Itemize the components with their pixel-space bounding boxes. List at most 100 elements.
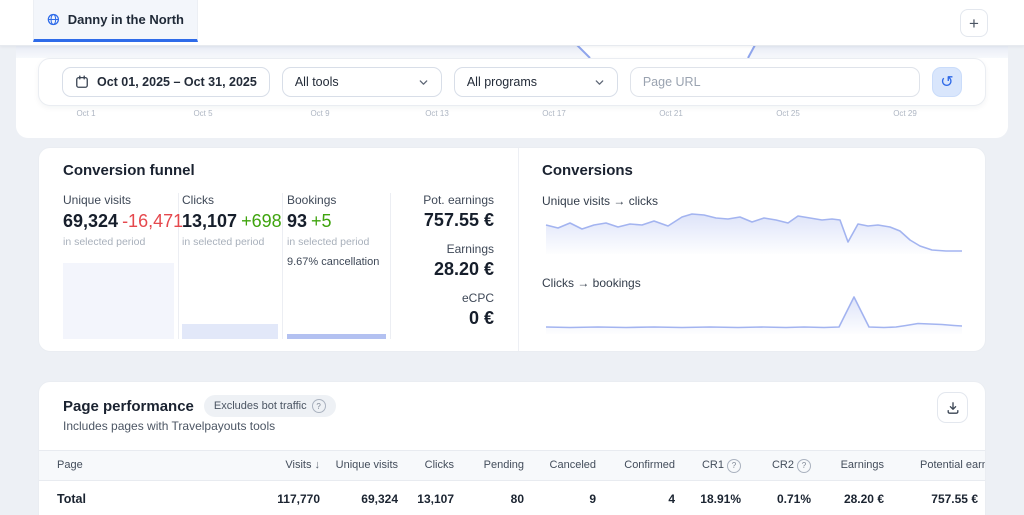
export-download-button[interactable] <box>937 392 968 423</box>
table-header-row: Page Visits ↓ Unique visits Clicks Pendin… <box>39 450 986 481</box>
help-icon[interactable]: ? <box>727 458 741 473</box>
funnel-step-clicks: Clicks 13,107 +698 in selected period <box>182 193 282 248</box>
project-tab-bar: Danny in the North + <box>0 0 1024 46</box>
total-unique-visits: 69,324 <box>361 491 398 506</box>
total-confirmed: 4 <box>668 491 675 506</box>
funnel-column-divider <box>390 193 391 339</box>
chevron-down-icon <box>419 79 428 85</box>
axis-tick: Oct 29 <box>893 109 917 118</box>
traffic-chart-x-axis: Oct 1 Oct 5 Oct 9 Oct 13 Oct 17 Oct 21 O… <box>16 109 1008 121</box>
step-value: 93 <box>287 211 308 231</box>
filter-bar: Oct 01, 2025 – Oct 31, 2025 All tools Al… <box>38 58 986 106</box>
total-clicks: 13,107 <box>417 491 454 506</box>
step-value: 69,324 <box>63 211 119 231</box>
programs-select[interactable]: All programs <box>453 67 618 97</box>
card-divider <box>518 148 519 351</box>
axis-tick: Oct 5 <box>193 109 213 118</box>
funnel-column-divider <box>178 193 179 339</box>
column-header-visits[interactable]: Visits ↓ <box>285 459 321 472</box>
sort-desc-icon: ↓ <box>314 459 321 472</box>
tab-danny-in-the-north[interactable]: Danny in the North <box>33 0 198 42</box>
date-range-value: Oct 01, 2025 – Oct 31, 2025 <box>97 75 257 89</box>
funnel-bar-bookings <box>287 334 386 339</box>
funnel-bar-clicks <box>182 324 278 339</box>
plus-icon: + <box>969 13 979 33</box>
step-label: Bookings <box>287 193 337 207</box>
column-header-unique-visits[interactable]: Unique visits <box>335 459 398 472</box>
axis-tick: Oct 13 <box>425 109 449 118</box>
page-url-input[interactable] <box>629 67 920 97</box>
step-label: Unique visits <box>63 193 132 207</box>
earnings-value: 757.55 € <box>423 210 494 230</box>
conversion-funnel: Unique visits 69,324 -16,471 in selected … <box>63 193 494 339</box>
column-header-cr2[interactable]: CR2? <box>741 458 811 473</box>
funnel-column-divider <box>282 193 283 339</box>
excludes-bot-traffic-badge[interactable]: Excludes bot traffic ? <box>203 395 336 417</box>
column-header-canceled[interactable]: Canceled <box>549 459 596 472</box>
reset-icon: ↺ <box>940 74 954 91</box>
step-note: in selected period <box>287 236 370 248</box>
funnel-step-unique-visits: Unique visits 69,324 -16,471 in selected … <box>63 193 183 248</box>
page-performance-card: Page performance Excludes bot traffic ? … <box>38 381 986 515</box>
date-range-picker[interactable]: Oct 01, 2025 – Oct 31, 2025 <box>62 67 270 97</box>
download-icon <box>947 401 958 414</box>
earnings-value: 0 € <box>468 308 494 328</box>
reset-filters-button[interactable]: ↺ <box>932 67 962 97</box>
conversion-funnel-title: Conversion funnel <box>63 162 195 179</box>
step-delta: -16,471 <box>122 211 184 231</box>
column-header-earnings[interactable]: Earnings <box>840 459 884 472</box>
help-icon[interactable]: ? <box>797 458 811 473</box>
tools-select[interactable]: All tools <box>281 67 442 97</box>
earnings-item: eCPC 0 € <box>394 291 494 329</box>
programs-select-value: All programs <box>466 75 538 89</box>
axis-tick: Oct 9 <box>310 109 330 118</box>
funnel-bar-unique-visits <box>63 263 174 339</box>
total-earnings: 28.20 € <box>843 491 884 506</box>
axis-tick: Oct 17 <box>542 109 566 118</box>
earnings-summary: Pot. earnings 757.55 € Earnings 28.20 € … <box>394 193 494 329</box>
total-pending: 80 <box>510 491 524 506</box>
column-header-cr1[interactable]: CR1? <box>675 458 741 473</box>
earnings-label: Pot. earnings <box>423 193 494 207</box>
column-header-potential-earnings[interactable]: Potential earnings <box>920 459 986 472</box>
tools-select-value: All tools <box>294 75 339 89</box>
add-tab-button[interactable]: + <box>960 9 988 37</box>
traffic-chart-line-sliver <box>16 45 1008 58</box>
axis-tick: Oct 21 <box>659 109 683 118</box>
conversions-chart-label: Unique visits → clicks <box>542 194 659 208</box>
step-delta: +698 <box>241 211 282 231</box>
step-note: in selected period <box>63 236 146 248</box>
cancellation-note: 9.67% cancellation <box>287 256 380 268</box>
step-note: in selected period <box>182 236 265 248</box>
column-header-clicks[interactable]: Clicks <box>424 459 454 472</box>
table-total-row: Total 117,770 69,324 13,107 80 9 4 18.91… <box>39 481 985 515</box>
axis-tick: Oct 1 <box>76 109 96 118</box>
total-cr1: 18.91% <box>700 491 741 506</box>
earnings-label: Earnings <box>446 242 494 256</box>
step-delta: +5 <box>311 211 332 231</box>
axis-tick: Oct 25 <box>776 109 800 118</box>
column-header-page[interactable]: Page <box>57 459 83 472</box>
conversions-chart-label: Clicks → bookings <box>542 276 641 290</box>
page-performance-table: Page Visits ↓ Unique visits Clicks Pendin… <box>39 450 986 515</box>
column-header-pending[interactable]: Pending <box>483 459 524 472</box>
total-potential-earnings: 757.55 € <box>931 491 978 506</box>
page-performance-title: Page performance <box>63 397 194 415</box>
badge-label: Excludes bot traffic <box>213 400 307 412</box>
funnel-step-bookings: Bookings 93 +5 in selected period 9.67% c… <box>287 193 390 268</box>
total-canceled: 9 <box>589 491 596 506</box>
step-label: Clicks <box>182 193 214 207</box>
earnings-item: Earnings 28.20 € <box>394 242 494 280</box>
unique-visits-to-clicks-chart <box>545 213 962 254</box>
tab-label: Danny in the North <box>67 12 184 27</box>
total-label: Total <box>57 491 86 506</box>
funnel-conversions-card: Conversion funnel Unique visits 69,324 -1… <box>38 147 986 352</box>
calendar-icon <box>76 75 88 88</box>
clicks-to-bookings-chart <box>545 296 962 334</box>
step-value: 13,107 <box>182 211 238 231</box>
total-visits: 117,770 <box>277 491 320 506</box>
conversions-title: Conversions <box>542 162 633 179</box>
help-icon[interactable]: ? <box>311 399 326 413</box>
column-header-confirmed[interactable]: Confirmed <box>624 459 675 472</box>
